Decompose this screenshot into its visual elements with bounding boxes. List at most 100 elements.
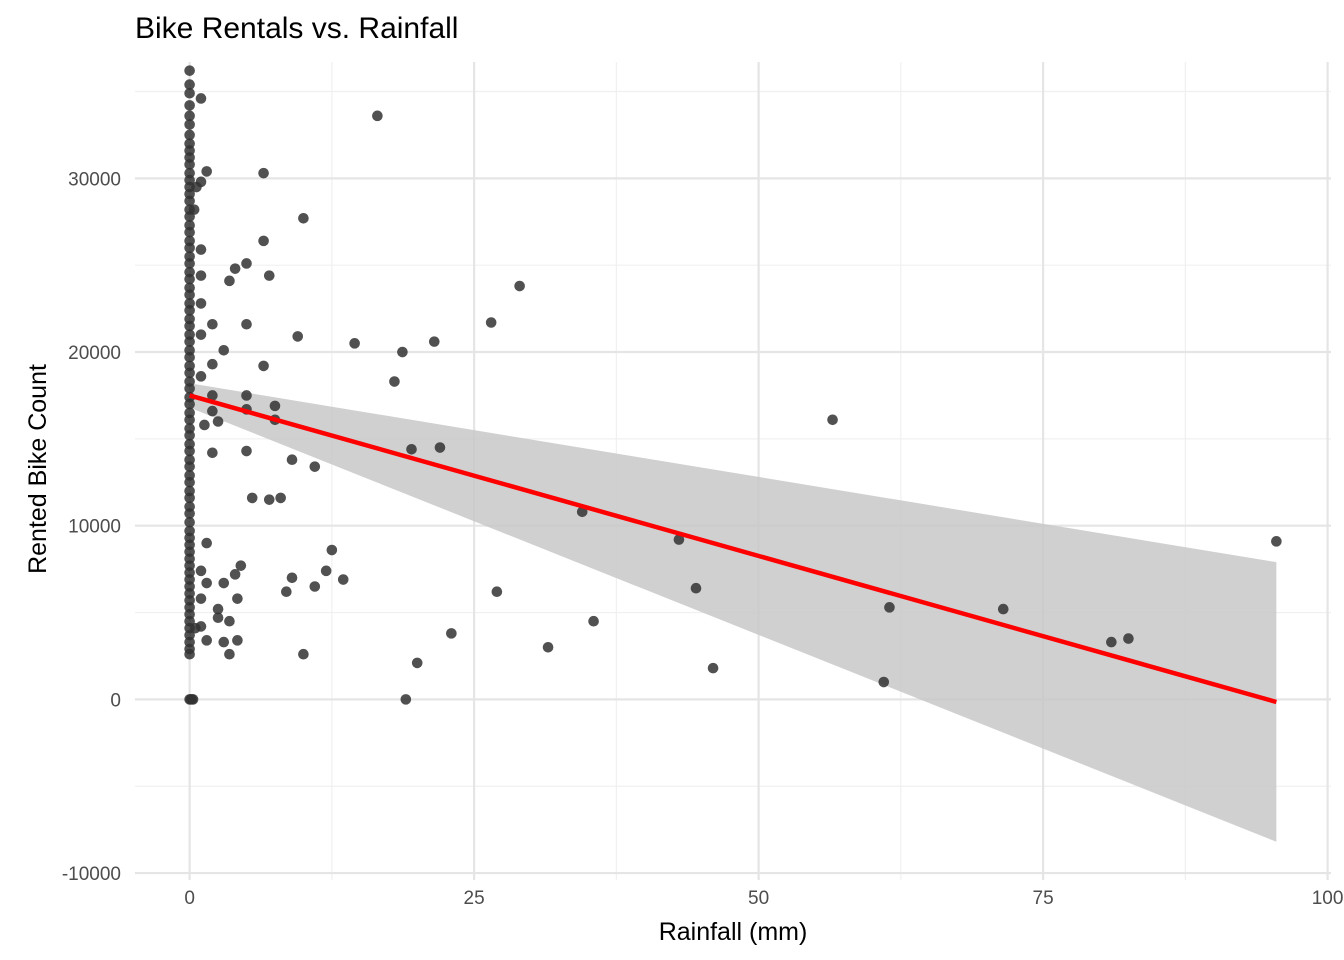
data-point [707, 662, 719, 674]
data-point [195, 298, 207, 309]
data-point [542, 641, 554, 653]
y-tick-label: 30000 [68, 169, 121, 190]
data-point [201, 166, 212, 177]
data-point [1271, 536, 1282, 547]
data-point [275, 492, 286, 504]
data-point [281, 586, 292, 598]
data-point [184, 351, 195, 363]
data-point [184, 476, 195, 488]
data-point [263, 270, 275, 281]
regression-line [189, 393, 1277, 705]
data-point [201, 635, 212, 646]
data-point [229, 569, 241, 580]
data-point [884, 602, 895, 613]
data-point [188, 204, 200, 215]
data-point [241, 258, 252, 269]
data-point [397, 346, 408, 358]
data-point [514, 280, 525, 292]
data-point [184, 159, 195, 170]
data-point [184, 430, 195, 441]
data-point [184, 110, 195, 122]
y-tick-label: 10000 [68, 517, 121, 538]
data-point [224, 648, 235, 660]
data-point [218, 636, 230, 648]
data-point [878, 676, 890, 688]
fit-line-layer [189, 393, 1277, 705]
data-point [434, 442, 446, 453]
data-point [184, 305, 195, 316]
data-point [411, 657, 423, 669]
data-point [184, 289, 195, 301]
data-point [337, 574, 349, 585]
data-point [258, 167, 269, 179]
data-point [184, 273, 195, 285]
data-point [207, 318, 218, 330]
data-point [372, 110, 383, 122]
data-point [491, 586, 503, 598]
data-point [241, 390, 252, 401]
data-point [212, 612, 224, 624]
data-point [195, 593, 207, 604]
y-axis-title: Rented Bike Count [24, 364, 52, 574]
data-point [235, 560, 247, 571]
data-point [184, 65, 195, 76]
data-point [286, 454, 298, 466]
x-tick-label: 100 [1312, 888, 1344, 909]
data-point [184, 258, 195, 269]
data-point [195, 244, 207, 255]
x-tick-label: 75 [1033, 888, 1054, 909]
data-point [232, 635, 243, 646]
data-point [184, 336, 195, 347]
data-point [195, 270, 207, 281]
data-point [286, 572, 298, 584]
data-point [201, 537, 212, 549]
data-point [428, 336, 440, 347]
data-point [320, 565, 332, 577]
data-point [241, 318, 252, 330]
y-tick-label: 0 [110, 690, 121, 711]
data-point [207, 447, 218, 459]
data-point [673, 534, 685, 545]
data-point [309, 581, 321, 592]
x-tick-label: 25 [464, 888, 485, 909]
data-point [184, 242, 195, 254]
data-point [195, 93, 207, 104]
data-point [269, 400, 281, 412]
data-point [292, 331, 304, 342]
data-point [212, 416, 224, 427]
data-point [195, 176, 207, 188]
data-points [184, 65, 1282, 705]
data-point [184, 100, 195, 111]
data-point [224, 615, 235, 627]
data-point [184, 226, 195, 238]
x-tick-label: 0 [184, 888, 195, 909]
data-point [184, 414, 195, 426]
data-point [326, 544, 338, 556]
data-point [195, 565, 207, 577]
data-point [184, 195, 195, 207]
x-axis-title: Rainfall (mm) [659, 918, 808, 946]
data-point [207, 405, 218, 417]
data-point [184, 87, 195, 99]
data-point [309, 461, 321, 472]
x-tick-label: 50 [748, 888, 769, 909]
data-point [1123, 633, 1134, 644]
data-point [184, 508, 195, 519]
data-point [187, 694, 199, 705]
data-point [184, 320, 195, 332]
data-point [184, 79, 195, 90]
data-point [201, 577, 212, 589]
data-point [184, 461, 195, 472]
y-tick-label: -10000 [62, 864, 121, 885]
data-point [258, 360, 269, 372]
data-point [246, 492, 258, 504]
data-point [298, 213, 309, 224]
data-point [349, 338, 360, 349]
data-point [184, 383, 195, 394]
data-point [298, 648, 309, 660]
data-point [184, 398, 195, 410]
data-point [184, 648, 195, 660]
data-point [195, 621, 207, 632]
data-point [400, 694, 412, 705]
